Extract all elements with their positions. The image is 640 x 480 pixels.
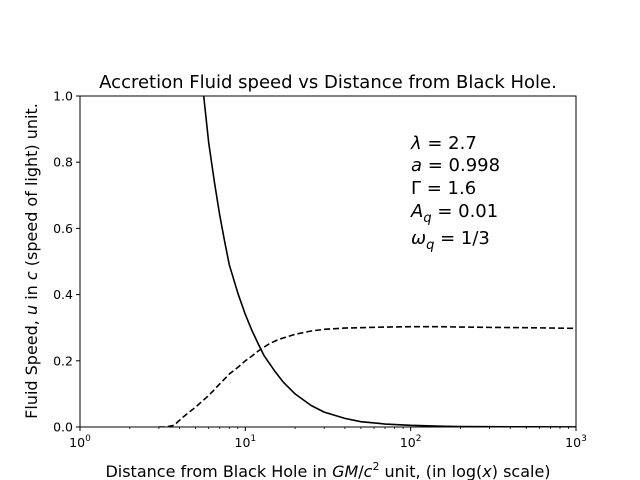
parameter-annotation: a = 0.998 bbox=[411, 155, 500, 176]
x-axis: 100 101 102 103 bbox=[69, 427, 587, 450]
plot-area bbox=[158, 96, 576, 427]
solid-series-line bbox=[202, 96, 576, 427]
y-axis: 0.0 0.2 0.4 0.6 0.8 1.0 bbox=[53, 89, 80, 435]
y-tick-label: 0.0 bbox=[53, 420, 73, 435]
dashed-series-line bbox=[158, 325, 576, 427]
parameter-annotation: ωq = 1/3 bbox=[411, 228, 490, 253]
parameter-annotation: Aq = 0.01 bbox=[410, 201, 498, 226]
parameter-annotation: Γ = 1.6 bbox=[411, 178, 476, 199]
chart-title: Accretion Fluid speed vs Distance from B… bbox=[99, 72, 557, 93]
y-tick-label: 0.6 bbox=[53, 221, 73, 236]
x-tick-label: 103 bbox=[565, 434, 587, 450]
y-tick-label: 0.4 bbox=[53, 287, 73, 302]
y-tick-label: 1.0 bbox=[53, 89, 73, 104]
y-axis-label: Fluid Speed, u in c (speed of light) uni… bbox=[22, 103, 41, 419]
y-tick-label: 0.8 bbox=[53, 155, 73, 170]
x-axis-label: Distance from Black Hole in GM/c2 unit, … bbox=[105, 460, 550, 480]
y-tick-label: 0.2 bbox=[53, 353, 73, 368]
x-tick-label: 102 bbox=[400, 434, 422, 450]
x-tick-label: 100 bbox=[69, 434, 91, 450]
x-tick-label: 101 bbox=[235, 434, 257, 450]
plot-frame bbox=[79, 95, 577, 428]
parameter-annotation: λ = 2.7 bbox=[410, 133, 477, 154]
